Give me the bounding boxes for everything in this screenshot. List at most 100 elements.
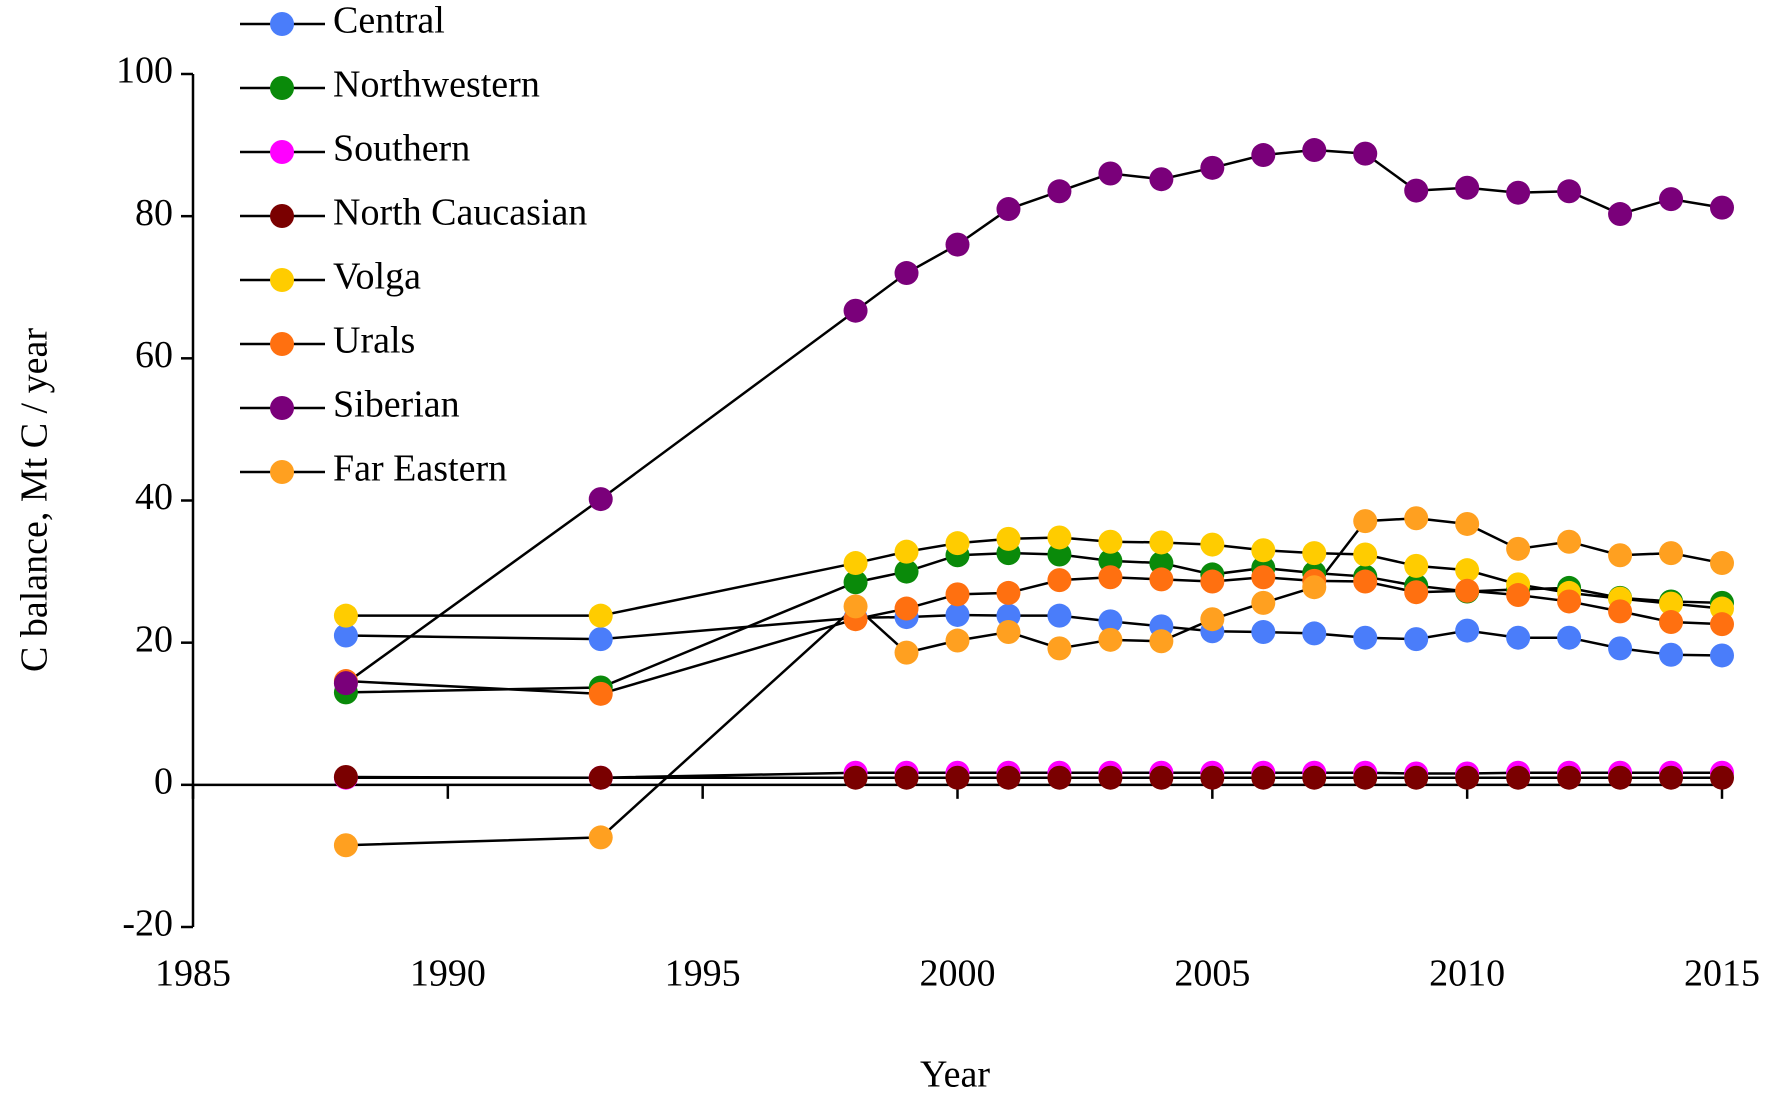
data-point bbox=[843, 298, 868, 323]
data-point bbox=[588, 825, 613, 850]
data-point bbox=[996, 765, 1021, 790]
data-point bbox=[1047, 636, 1072, 661]
data-point bbox=[1404, 553, 1429, 578]
data-point bbox=[1608, 202, 1633, 227]
data-point bbox=[1455, 618, 1480, 643]
data-point bbox=[1149, 167, 1174, 192]
data-point bbox=[1659, 610, 1684, 635]
data-point bbox=[945, 582, 970, 607]
data-point bbox=[1302, 765, 1327, 790]
data-point bbox=[1659, 642, 1684, 667]
y-tick-label: 100 bbox=[116, 50, 173, 92]
data-point bbox=[1200, 765, 1225, 790]
data-point bbox=[1047, 525, 1072, 550]
data-point bbox=[1098, 627, 1123, 652]
legend-label: North Caucasian bbox=[333, 192, 587, 234]
data-point bbox=[894, 596, 919, 621]
data-point bbox=[1149, 567, 1174, 592]
legend-label: Siberian bbox=[333, 384, 460, 426]
legend-marker bbox=[270, 204, 294, 228]
data-point bbox=[1200, 607, 1225, 632]
data-point bbox=[1302, 621, 1327, 646]
data-point bbox=[1404, 765, 1429, 790]
x-tick-label: 2005 bbox=[1174, 953, 1250, 995]
legend-label: Northwestern bbox=[333, 64, 540, 106]
data-point bbox=[1302, 575, 1327, 600]
data-point bbox=[333, 623, 358, 648]
data-point bbox=[1149, 530, 1174, 555]
x-tick-label: 1995 bbox=[665, 953, 741, 995]
data-point bbox=[1404, 627, 1429, 652]
legend-marker bbox=[270, 12, 294, 36]
data-point bbox=[1200, 569, 1225, 594]
data-point bbox=[843, 765, 868, 790]
data-point bbox=[996, 580, 1021, 605]
data-point bbox=[1710, 195, 1734, 220]
data-point bbox=[945, 765, 970, 790]
data-point bbox=[1710, 643, 1734, 668]
data-point bbox=[996, 197, 1021, 222]
data-point bbox=[1098, 609, 1123, 634]
data-point bbox=[996, 526, 1021, 551]
y-tick-label: 80 bbox=[135, 192, 173, 234]
data-point bbox=[1608, 765, 1633, 790]
data-point bbox=[1608, 543, 1633, 568]
data-point bbox=[1251, 620, 1276, 645]
data-point bbox=[1098, 765, 1123, 790]
data-point bbox=[843, 594, 868, 619]
data-point bbox=[1404, 580, 1429, 605]
data-point bbox=[1608, 599, 1633, 624]
data-point bbox=[588, 681, 613, 706]
legend-marker bbox=[270, 268, 294, 292]
data-point bbox=[843, 551, 868, 576]
legend-marker bbox=[270, 460, 294, 484]
data-point bbox=[945, 602, 970, 627]
data-point bbox=[1251, 590, 1276, 615]
data-point bbox=[588, 627, 613, 652]
data-point bbox=[1506, 583, 1531, 608]
data-point bbox=[894, 261, 919, 286]
data-point bbox=[588, 603, 613, 628]
y-tick-label: 40 bbox=[135, 476, 173, 518]
x-axis-title: Year bbox=[920, 1054, 990, 1096]
data-point bbox=[1149, 765, 1174, 790]
data-point bbox=[1353, 569, 1378, 594]
data-point bbox=[1455, 511, 1480, 536]
data-point bbox=[1047, 765, 1072, 790]
data-point bbox=[1404, 506, 1429, 531]
legend-marker bbox=[270, 76, 294, 100]
data-point bbox=[1557, 625, 1582, 650]
data-point bbox=[1353, 542, 1378, 567]
data-point bbox=[1047, 603, 1072, 628]
data-point bbox=[1047, 542, 1072, 567]
legend-label: Central bbox=[333, 0, 445, 42]
x-tick-label: 1990 bbox=[410, 953, 486, 995]
legend-label: Far Eastern bbox=[333, 448, 507, 490]
data-point bbox=[333, 603, 358, 628]
data-point bbox=[1506, 765, 1531, 790]
data-point bbox=[1251, 765, 1276, 790]
data-point bbox=[1047, 568, 1072, 593]
data-point bbox=[1455, 175, 1480, 200]
legend-label: Urals bbox=[333, 320, 415, 362]
data-point bbox=[1659, 541, 1684, 566]
data-point bbox=[333, 671, 358, 696]
x-tick-label: 1985 bbox=[155, 953, 231, 995]
y-axis-title: C balance, Mt C / year bbox=[14, 328, 56, 672]
legend-label: Volga bbox=[333, 256, 421, 298]
x-tick-label: 2010 bbox=[1429, 953, 1505, 995]
data-point bbox=[1302, 138, 1327, 163]
data-point bbox=[1404, 178, 1429, 203]
data-point bbox=[1506, 536, 1531, 561]
data-point bbox=[1659, 187, 1684, 212]
data-point bbox=[333, 833, 358, 858]
data-point bbox=[1200, 532, 1225, 557]
data-point bbox=[1098, 529, 1123, 554]
data-point bbox=[945, 531, 970, 556]
legend-marker bbox=[270, 396, 294, 420]
data-point bbox=[588, 487, 613, 512]
data-point bbox=[945, 628, 970, 653]
data-point bbox=[1353, 509, 1378, 534]
data-point bbox=[1710, 612, 1734, 637]
